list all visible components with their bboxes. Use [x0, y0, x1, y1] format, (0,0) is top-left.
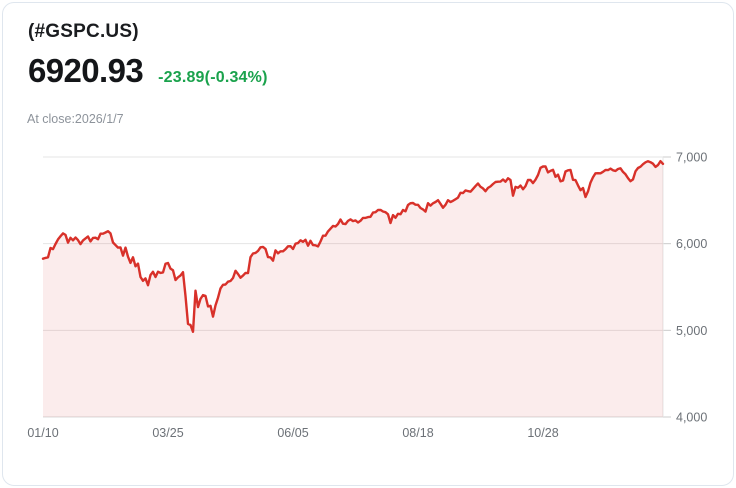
x-axis-label: 06/05: [277, 426, 308, 440]
price-line: [41, 160, 665, 333]
y-axis-label: 7,000: [676, 151, 707, 165]
x-axis-label: 08/18: [402, 426, 433, 440]
x-axis-label: 01/10: [27, 426, 58, 440]
y-axis-label: 5,000: [676, 324, 707, 338]
y-axis-label: 4,000: [676, 411, 707, 425]
price-row: 6920.93 -23.89(-0.34%): [28, 52, 268, 89]
y-axis-label: 6,000: [676, 237, 707, 251]
x-axis-label: 03/25: [152, 426, 183, 440]
as-of-label: At close:2026/1/7: [27, 112, 124, 126]
x-axis-label: 10/28: [527, 426, 558, 440]
last-price: 6920.93: [28, 52, 144, 89]
symbol-title: (#GSPC.US): [28, 21, 139, 42]
price-area-fill: [43, 161, 663, 417]
price-change: -23.89(-0.34%): [158, 69, 268, 86]
